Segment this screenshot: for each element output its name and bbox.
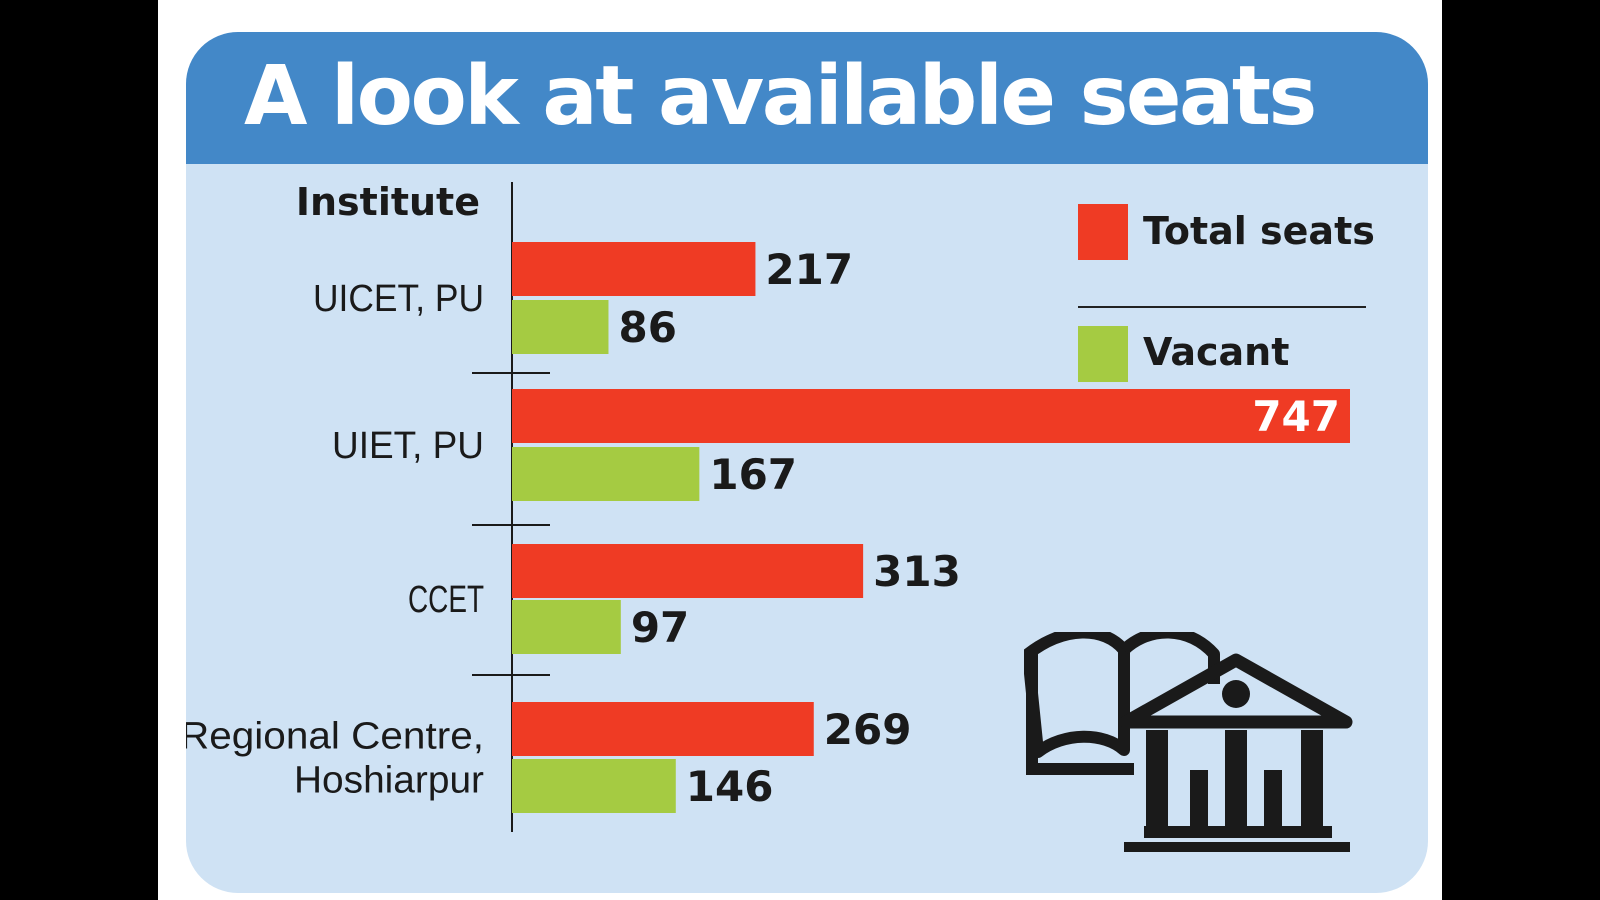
chart-title: A look at available seats [244, 49, 1317, 144]
total-seats-value-label: 217 [765, 245, 853, 294]
vacant-seats-value-label: 146 [686, 762, 774, 811]
vacant-seats-value-label: 86 [618, 303, 676, 352]
infographic-card: A look at available seats Institute UICET… [186, 32, 1428, 893]
vacant-seats-bar [512, 300, 609, 354]
category-axis-label: Institute [296, 180, 480, 224]
total-seats-value-label: 747 [1252, 392, 1340, 441]
total-seats-value-label: 269 [824, 705, 912, 754]
legend-label-vacant: Vacant [1143, 330, 1290, 374]
vacant-seats-bar [512, 600, 621, 654]
legend-divider [1078, 306, 1366, 308]
vacant-seats-bar [512, 447, 700, 501]
legend-swatch-vacant [1078, 326, 1128, 382]
category-label: UICET, PU [313, 278, 484, 320]
legend-swatch-total [1078, 204, 1128, 260]
total-seats-bar [512, 389, 1350, 443]
vacant-seats-value-label: 97 [631, 603, 689, 652]
category-label: Regional Centre, [186, 716, 484, 758]
library-building-icon [1024, 632, 1353, 852]
infographic-stage: A look at available seats Institute UICET… [158, 0, 1442, 900]
legend: Total seats Vacant [1078, 204, 1375, 384]
vacant-seats-bar [512, 759, 676, 813]
category-label: UIET, PU [332, 425, 484, 467]
title-band [186, 32, 1428, 164]
legend-label-total: Total seats [1143, 209, 1375, 253]
total-seats-bar [512, 702, 814, 756]
total-seats-bar [512, 242, 756, 296]
category-label: Hoshiarpur [294, 760, 484, 802]
bar-chart: Institute UICET, PU UIET, PU CCET Regional C… [186, 180, 1350, 832]
total-seats-value-label: 313 [873, 547, 961, 596]
vacant-seats-value-label: 167 [709, 450, 797, 499]
category-label: CCET [408, 579, 484, 621]
total-seats-bar [512, 544, 864, 598]
